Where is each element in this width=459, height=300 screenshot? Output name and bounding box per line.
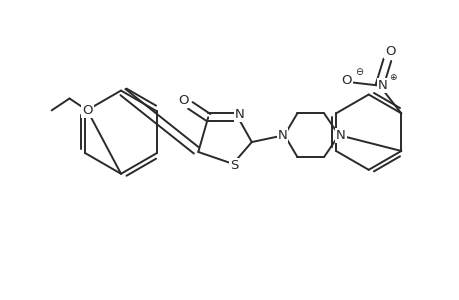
Text: ⊕: ⊕: [389, 73, 396, 82]
Text: N: N: [277, 129, 287, 142]
Text: O: O: [341, 74, 351, 87]
Text: S: S: [230, 159, 238, 172]
Text: ⊖: ⊖: [354, 67, 362, 77]
Text: O: O: [384, 45, 395, 58]
Text: O: O: [178, 94, 188, 107]
Text: O: O: [82, 104, 92, 117]
Text: N: N: [336, 129, 345, 142]
Text: N: N: [377, 79, 386, 92]
Text: N: N: [235, 108, 244, 121]
